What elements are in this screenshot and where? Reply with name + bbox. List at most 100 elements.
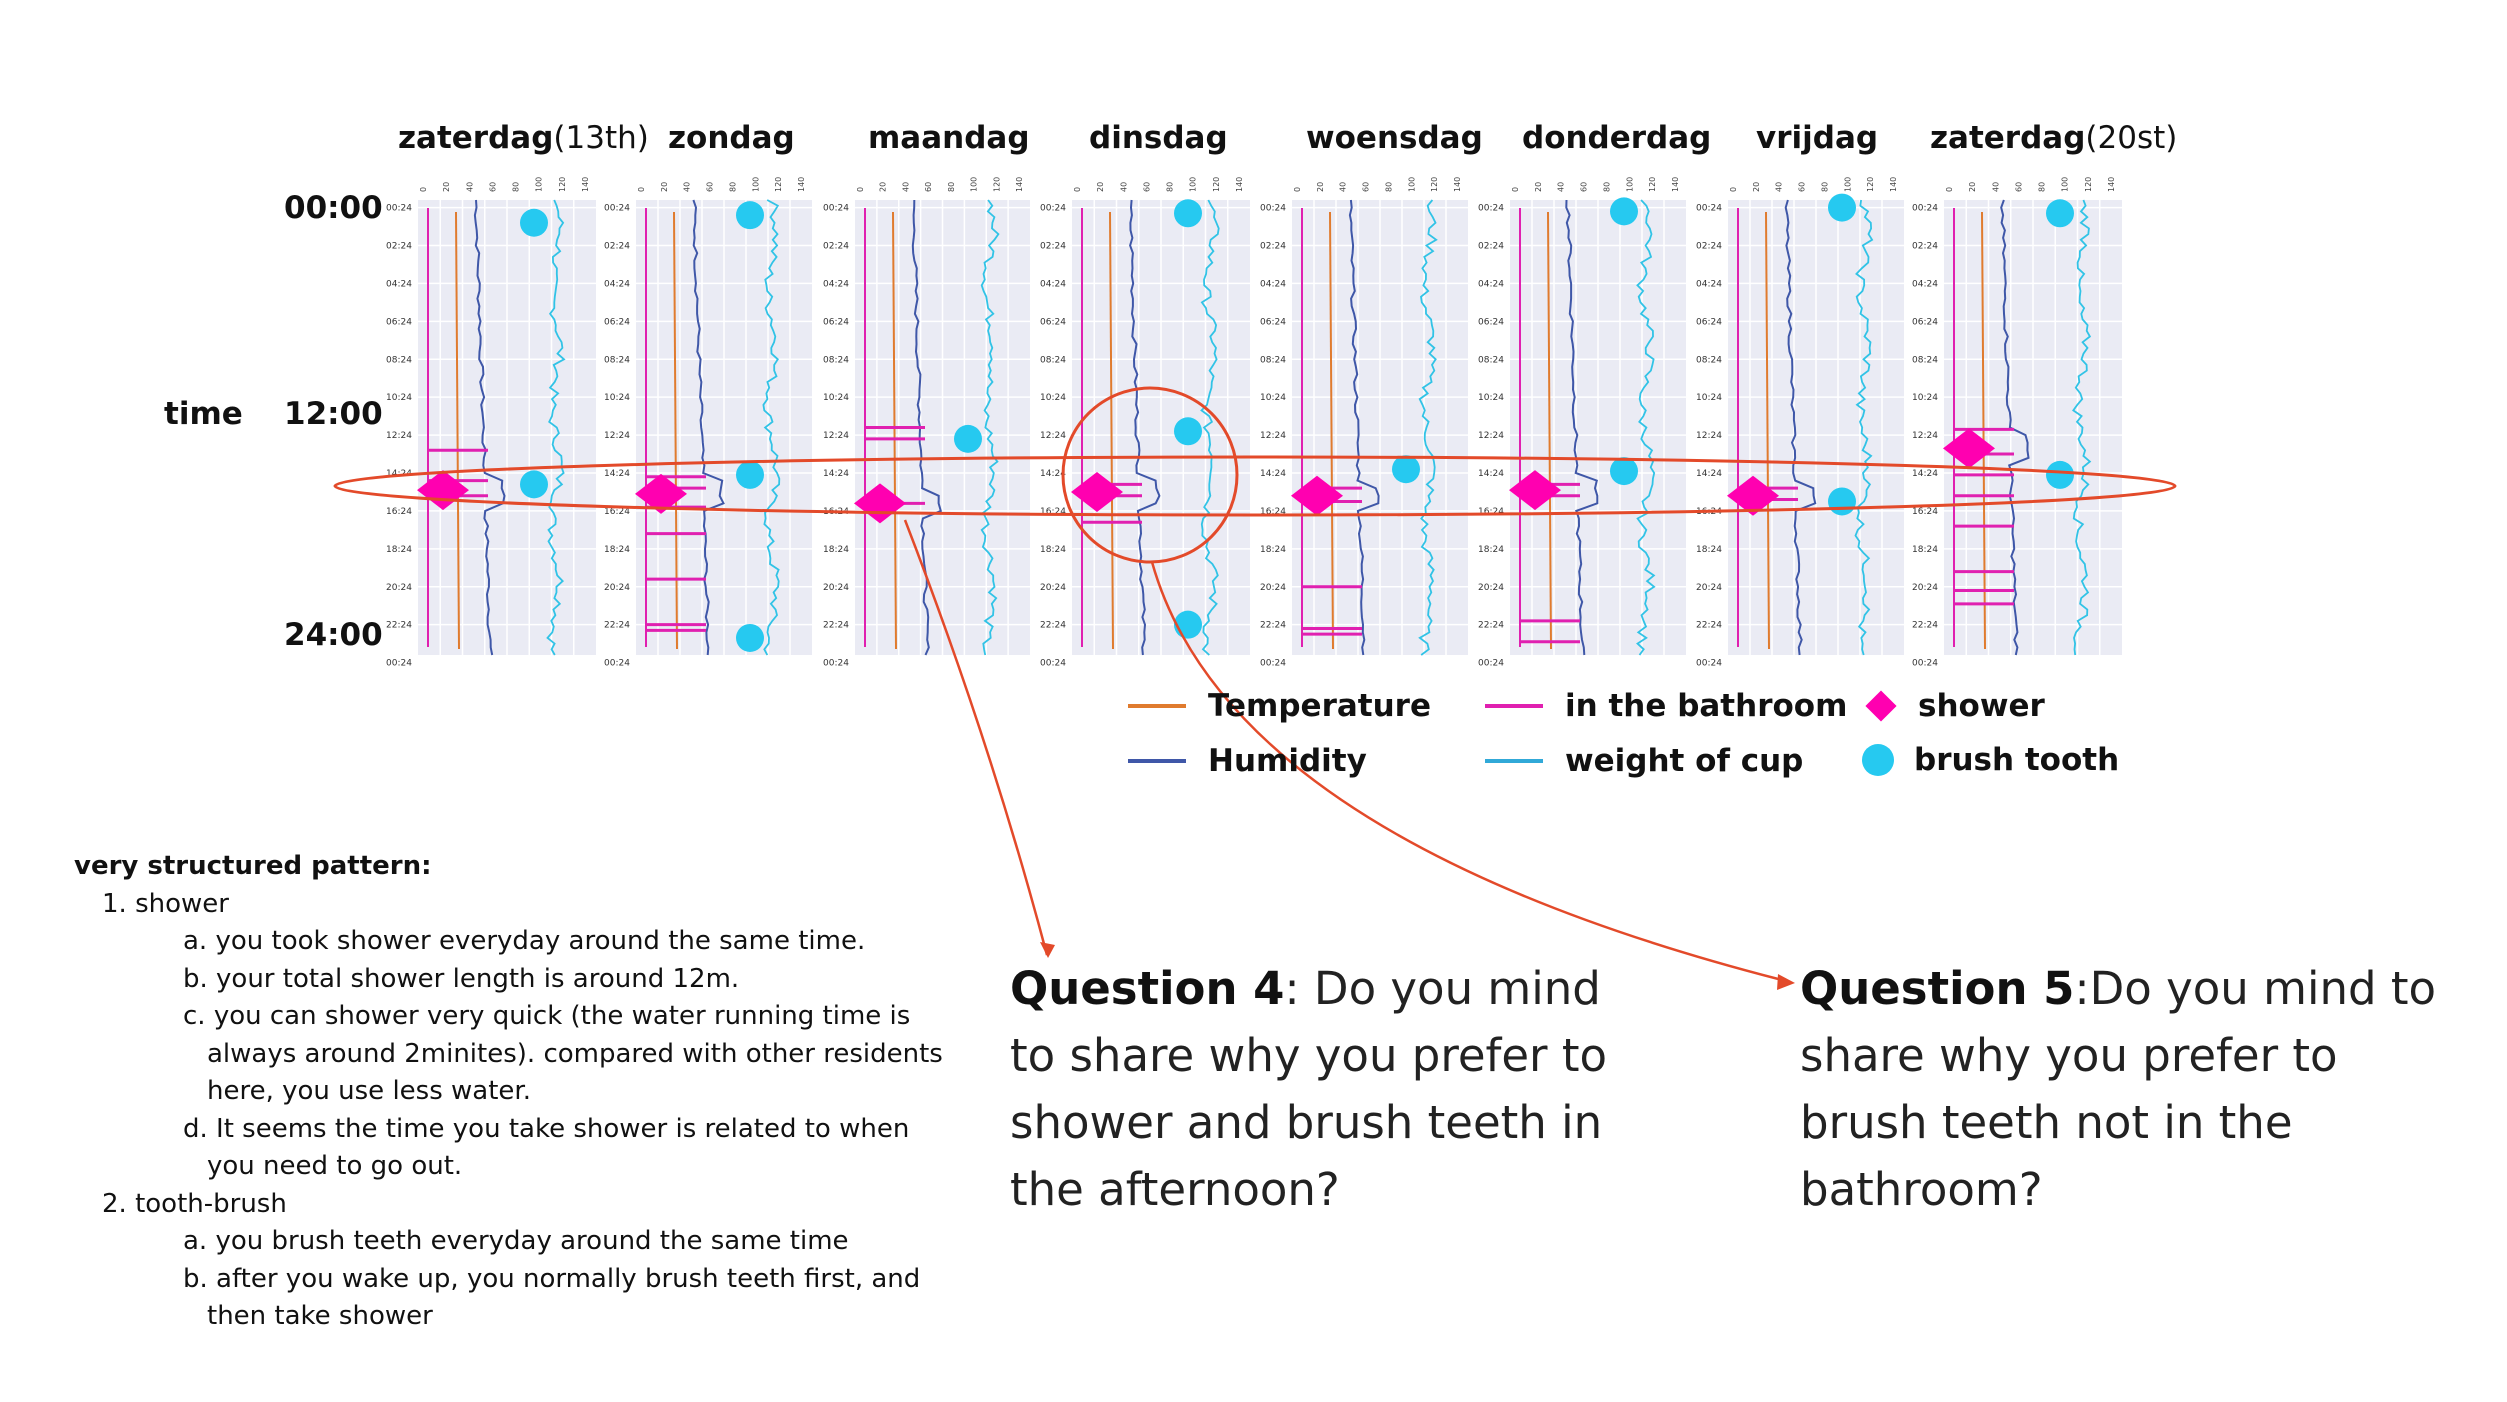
hour-tick-label: 10:24	[1040, 393, 1066, 403]
cup-series-line	[546, 199, 566, 656]
hour-tick-label: 04:24	[1040, 279, 1066, 289]
findings-item-1c: c. you can shower very quick (the water …	[183, 1001, 911, 1031]
legend-temperature-label: Temperature	[1208, 688, 1431, 724]
hour-tick-label: 00:24	[1040, 204, 1066, 214]
hour-tick-label: 00:24	[823, 659, 849, 669]
humidity-series-line	[1565, 199, 1599, 656]
hour-tick-label: 06:24	[1696, 317, 1722, 327]
question-5-text: :Do you mind to share why you prefer to …	[1800, 962, 2437, 1216]
hour-tick-label: 14:24	[1912, 469, 1938, 479]
x-tick-label: 140	[581, 177, 590, 192]
brush-marker	[1174, 610, 1202, 639]
humidity-series-line	[1348, 199, 1380, 656]
hour-tick-label: 18:24	[1260, 545, 1286, 555]
x-tick-label: 40	[901, 182, 910, 192]
hour-tick-label: 16:24	[1260, 507, 1286, 517]
day-title-5: woensdag	[1306, 120, 1483, 156]
time-start-label: 00:00	[284, 190, 383, 226]
legend-shower: shower	[1862, 688, 2045, 724]
arrow-to-question-4	[903, 519, 1049, 956]
hour-tick-label: 22:24	[1912, 621, 1938, 631]
shower-marker	[1509, 470, 1561, 511]
hour-tick-label: 18:24	[1478, 545, 1504, 555]
hour-tick-label: 08:24	[1912, 355, 1938, 365]
x-tick-label: 20	[660, 182, 669, 192]
hour-tick-label: 22:24	[1696, 621, 1722, 631]
brush-marker	[1828, 487, 1856, 516]
x-tick-label: 40	[1991, 182, 2000, 192]
legend-brush: brush tooth	[1862, 742, 2119, 778]
hour-tick-label: 08:24	[1696, 355, 1722, 365]
x-tick-label: 80	[1820, 182, 1829, 192]
hour-tick-label: 00:24	[1478, 659, 1504, 669]
hour-tick-label: 14:24	[823, 469, 849, 479]
x-tick-label: 140	[1453, 177, 1462, 192]
hour-tick-label: 22:24	[386, 621, 412, 631]
hour-tick-label: 14:24	[1478, 469, 1504, 479]
hour-tick-label: 18:24	[1040, 545, 1066, 555]
hour-tick-label: 12:24	[1696, 431, 1722, 441]
x-tick-label: 140	[797, 177, 806, 192]
x-tick-label: 100	[2061, 177, 2070, 192]
hour-tick-label: 06:24	[823, 317, 849, 327]
hour-tick-label: 04:24	[1478, 279, 1504, 289]
day-title-6: donderdag	[1522, 120, 1712, 156]
hour-tick-label: 20:24	[1478, 583, 1504, 593]
findings-item-1: 1. shower	[102, 888, 229, 919]
cup-series-line	[1854, 199, 1874, 656]
hour-tick-label: 10:24	[1260, 393, 1286, 403]
dinsdag-highlight-circle	[1061, 386, 1239, 564]
hour-tick-label: 00:24	[1478, 204, 1504, 214]
hour-tick-label: 00:24	[604, 204, 630, 214]
x-tick-label: 80	[1166, 182, 1175, 192]
brush-marker	[736, 623, 764, 652]
x-tick-label: 0	[1511, 187, 1520, 192]
day-panel-5: 00:24 02:24 04:24 06:24 08:24 10:24 12:24 14:24…	[1260, 177, 1468, 669]
x-tick-label: 120	[774, 177, 783, 192]
hour-tick-label: 18:24	[1912, 545, 1938, 555]
x-tick-label: 120	[2084, 177, 2093, 192]
temperature-series-line	[892, 211, 897, 650]
hour-tick-label: 20:24	[1912, 583, 1938, 593]
cup-series-line	[2072, 199, 2092, 656]
hour-tick-label: 20:24	[823, 583, 849, 593]
brush-marker	[1392, 455, 1420, 484]
x-tick-label: 60	[1142, 182, 1151, 192]
findings-item-1c-cont: always around 2minites). compared with o…	[207, 1038, 943, 1069]
hour-tick-label: 20:24	[1260, 583, 1286, 593]
legend-humidity-label: Humidity	[1208, 743, 1367, 779]
hour-tick-label: 14:24	[1040, 469, 1066, 479]
hour-tick-label: 12:24	[1260, 431, 1286, 441]
hour-tick-label: 00:24	[604, 659, 630, 669]
hour-tick-label: 02:24	[1260, 242, 1286, 252]
temperature-series-line	[1765, 211, 1770, 650]
humidity-series-line	[473, 199, 506, 656]
legend-bathroom-label: in the bathroom	[1565, 688, 1848, 724]
hour-tick-label: 06:24	[1912, 317, 1938, 327]
legend-shower-label: shower	[1918, 688, 2045, 724]
time-mid-label: 12:00	[284, 396, 383, 432]
x-tick-label: 100	[751, 177, 760, 192]
humidity-series-line	[1784, 199, 1817, 656]
hour-tick-label: 02:24	[1478, 242, 1504, 252]
temperature-swatch	[1128, 704, 1186, 708]
x-tick-label: 0	[1293, 187, 1302, 192]
bathroom-swatch	[1485, 704, 1543, 708]
hour-tick-label: 00:24	[1260, 204, 1286, 214]
x-tick-label: 120	[1430, 177, 1439, 192]
brush-marker	[1610, 457, 1638, 486]
hour-tick-label: 02:24	[1696, 242, 1722, 252]
hour-tick-label: 06:24	[1040, 317, 1066, 327]
x-tick-label: 20	[1752, 182, 1761, 192]
findings-item-2: 2. tooth-brush	[102, 1188, 287, 1219]
diamond-icon	[1865, 690, 1897, 722]
x-tick-label: 60	[1362, 182, 1371, 192]
hour-tick-label: 06:24	[604, 317, 630, 327]
x-tick-label: 20	[442, 182, 451, 192]
hour-tick-label: 16:24	[1912, 507, 1938, 517]
hour-tick-label: 16:24	[1478, 507, 1504, 517]
brush-marker	[736, 460, 764, 489]
shower-marker	[635, 473, 687, 514]
day-panel-2: 00:24 02:24 04:24 06:24 08:24 10:24 12:24 14:24…	[604, 177, 812, 669]
hour-tick-label: 16:24	[386, 507, 412, 517]
